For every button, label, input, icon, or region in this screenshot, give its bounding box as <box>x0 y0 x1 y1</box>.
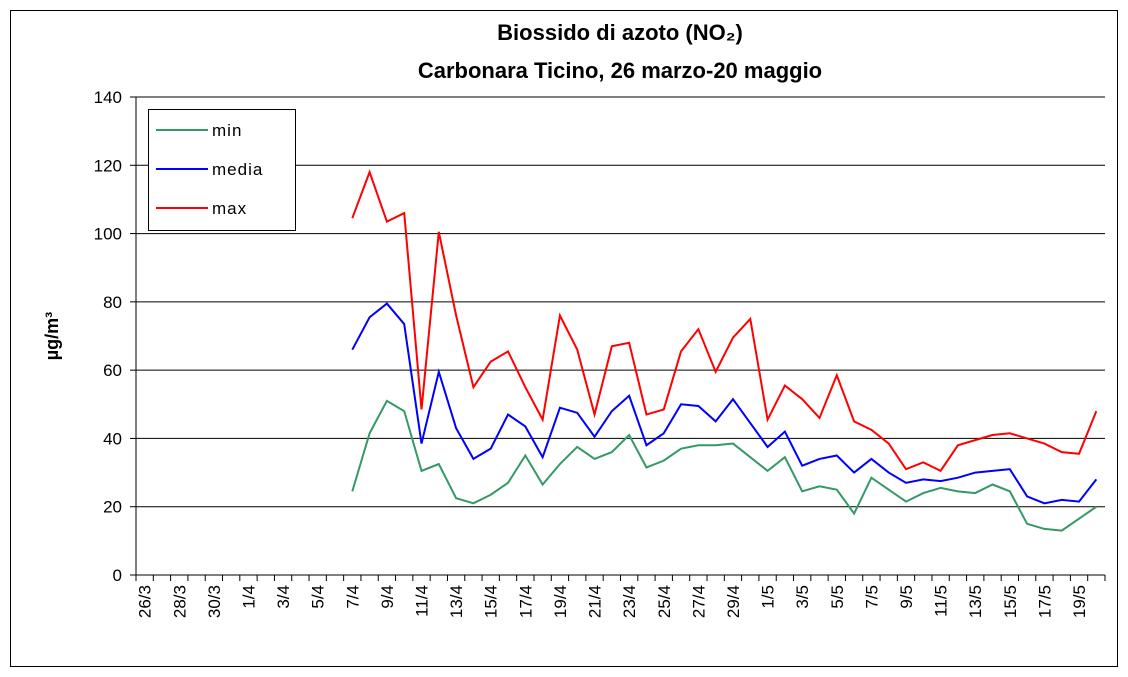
x-tick-label: 28/3 <box>170 585 189 618</box>
x-tick-label: 15/5 <box>1001 585 1020 618</box>
chart-border <box>10 10 1118 667</box>
x-tick-label: 7/4 <box>343 585 362 609</box>
series-line <box>351 169 1098 473</box>
x-tick-label: 15/4 <box>482 585 501 618</box>
x-tick-label: 26/3 <box>136 585 155 618</box>
legend-label: max <box>212 199 247 218</box>
x-tick-label: 5/4 <box>309 585 328 609</box>
y-tick-label: 40 <box>103 429 122 448</box>
chart-subtitle: Carbonara Ticino, 26 marzo-20 maggio <box>418 58 822 83</box>
x-tick-label: 23/4 <box>620 585 639 618</box>
x-tick-label: 9/5 <box>897 585 916 609</box>
x-tick-label: 3/5 <box>793 585 812 609</box>
chart-title: Biossido di azoto (NO₂) <box>497 20 743 45</box>
x-tick-label: 13/4 <box>447 585 466 618</box>
x-tick-label: 7/5 <box>862 585 881 609</box>
x-tick-label: 11/4 <box>413 585 432 617</box>
x-tick-label: 5/5 <box>828 585 847 609</box>
x-tick-label: 1/4 <box>239 585 258 609</box>
y-tick-label: 80 <box>103 293 122 312</box>
x-tick-label: 17/4 <box>516 585 535 618</box>
x-tick-label: 1/5 <box>759 585 778 609</box>
y-tick-label: 100 <box>94 225 122 244</box>
x-tick-label: 9/4 <box>378 585 397 609</box>
x-tick-label: 30/3 <box>205 585 224 618</box>
y-tick-label: 20 <box>103 498 122 517</box>
x-tick-label: 3/4 <box>274 585 293 609</box>
x-tick-label: 27/4 <box>689 585 708 618</box>
x-tick-label: 11/5 <box>932 585 951 617</box>
legend-label: min <box>212 121 242 140</box>
x-tick-label: 25/4 <box>655 585 674 618</box>
series-line <box>351 399 1097 532</box>
y-tick-label: 120 <box>94 156 122 175</box>
x-tick-label: 19/5 <box>1070 585 1089 618</box>
x-tick-label: 13/5 <box>966 585 985 618</box>
legend-label: media <box>212 160 263 179</box>
x-tick-label: 29/4 <box>724 585 743 618</box>
y-tick-label: 0 <box>113 566 122 585</box>
x-tick-label: 19/4 <box>551 585 570 618</box>
series-line <box>351 302 1098 505</box>
y-tick-label: 60 <box>103 361 122 380</box>
y-tick-label: 140 <box>94 88 122 107</box>
y-axis-label: µg/m³ <box>42 312 62 360</box>
x-tick-label: 17/5 <box>1035 585 1054 618</box>
x-tick-label: 21/4 <box>586 585 605 618</box>
